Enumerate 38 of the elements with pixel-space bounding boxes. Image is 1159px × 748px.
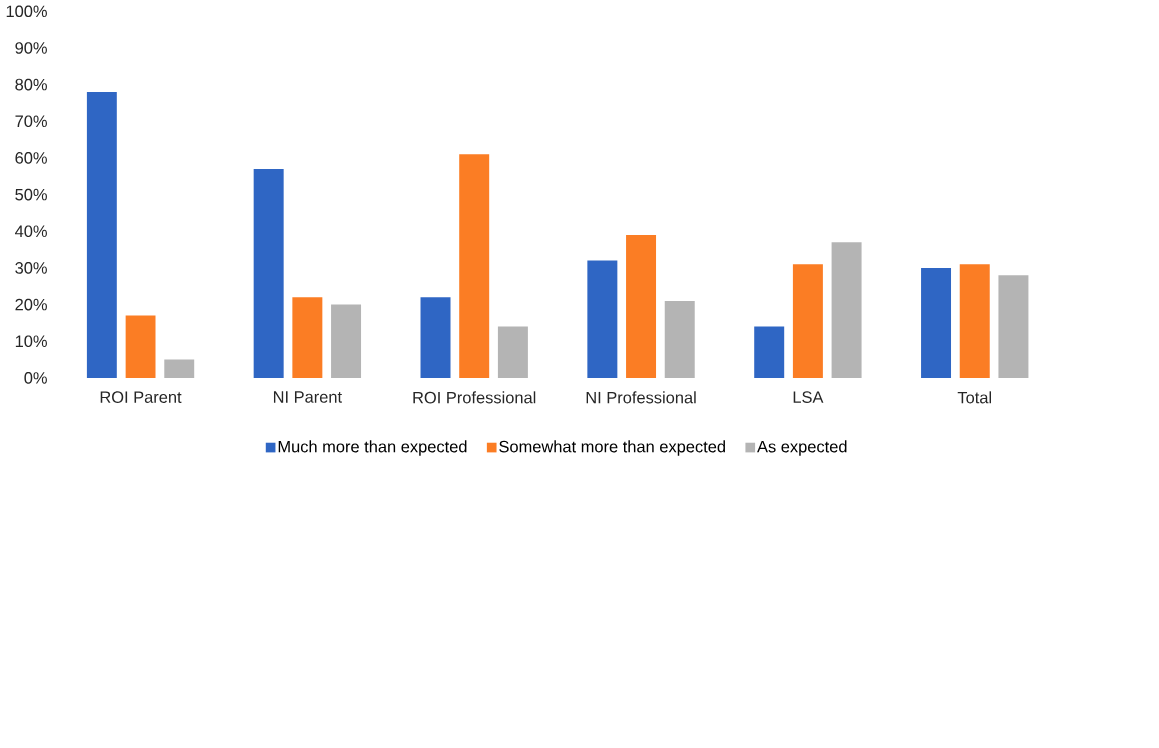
- y-tick-label: 10%: [15, 335, 47, 347]
- y-tick-label: 80%: [15, 78, 47, 91]
- bar: [420, 297, 451, 378]
- y-tick-label: 90%: [15, 42, 47, 54]
- x-tick-label: ROI Parent: [100, 391, 182, 403]
- bar: [959, 264, 990, 378]
- bar: [253, 168, 284, 378]
- bar: [164, 359, 195, 378]
- bar: [331, 304, 362, 378]
- bar: [626, 234, 657, 378]
- bar: [831, 242, 862, 378]
- y-tick-label: 70%: [15, 115, 47, 128]
- y-tick-label: 100%: [6, 5, 47, 18]
- x-tick-label: LSA: [793, 391, 824, 403]
- bar: [86, 91, 117, 378]
- bar: [998, 275, 1029, 378]
- x-tick-label: NI Professional: [586, 391, 696, 404]
- legend-label: Somewhat more than expected: [499, 440, 725, 456]
- x-tick-label: ROI Professional: [413, 391, 536, 404]
- y-tick-label: 20%: [15, 298, 47, 311]
- y-tick-label: 60%: [15, 152, 47, 164]
- legend-label: Much more than expected: [278, 440, 467, 456]
- y-tick-label: 30%: [15, 262, 47, 274]
- bar: [497, 326, 528, 378]
- x-tick-label: NI Parent: [273, 391, 342, 403]
- legend-label: As expected: [757, 440, 847, 456]
- bar: [125, 315, 156, 378]
- bar: [292, 297, 323, 378]
- x-tick-label: Total: [957, 391, 992, 404]
- bar: [459, 154, 490, 378]
- bar: [754, 326, 785, 378]
- y-tick-label: 50%: [15, 188, 47, 201]
- bar: [921, 267, 952, 378]
- bar: [792, 264, 823, 378]
- bar: [664, 300, 695, 378]
- bar: [587, 260, 618, 378]
- y-tick-label: 0%: [24, 372, 47, 384]
- y-tick-label: 40%: [15, 225, 47, 237]
